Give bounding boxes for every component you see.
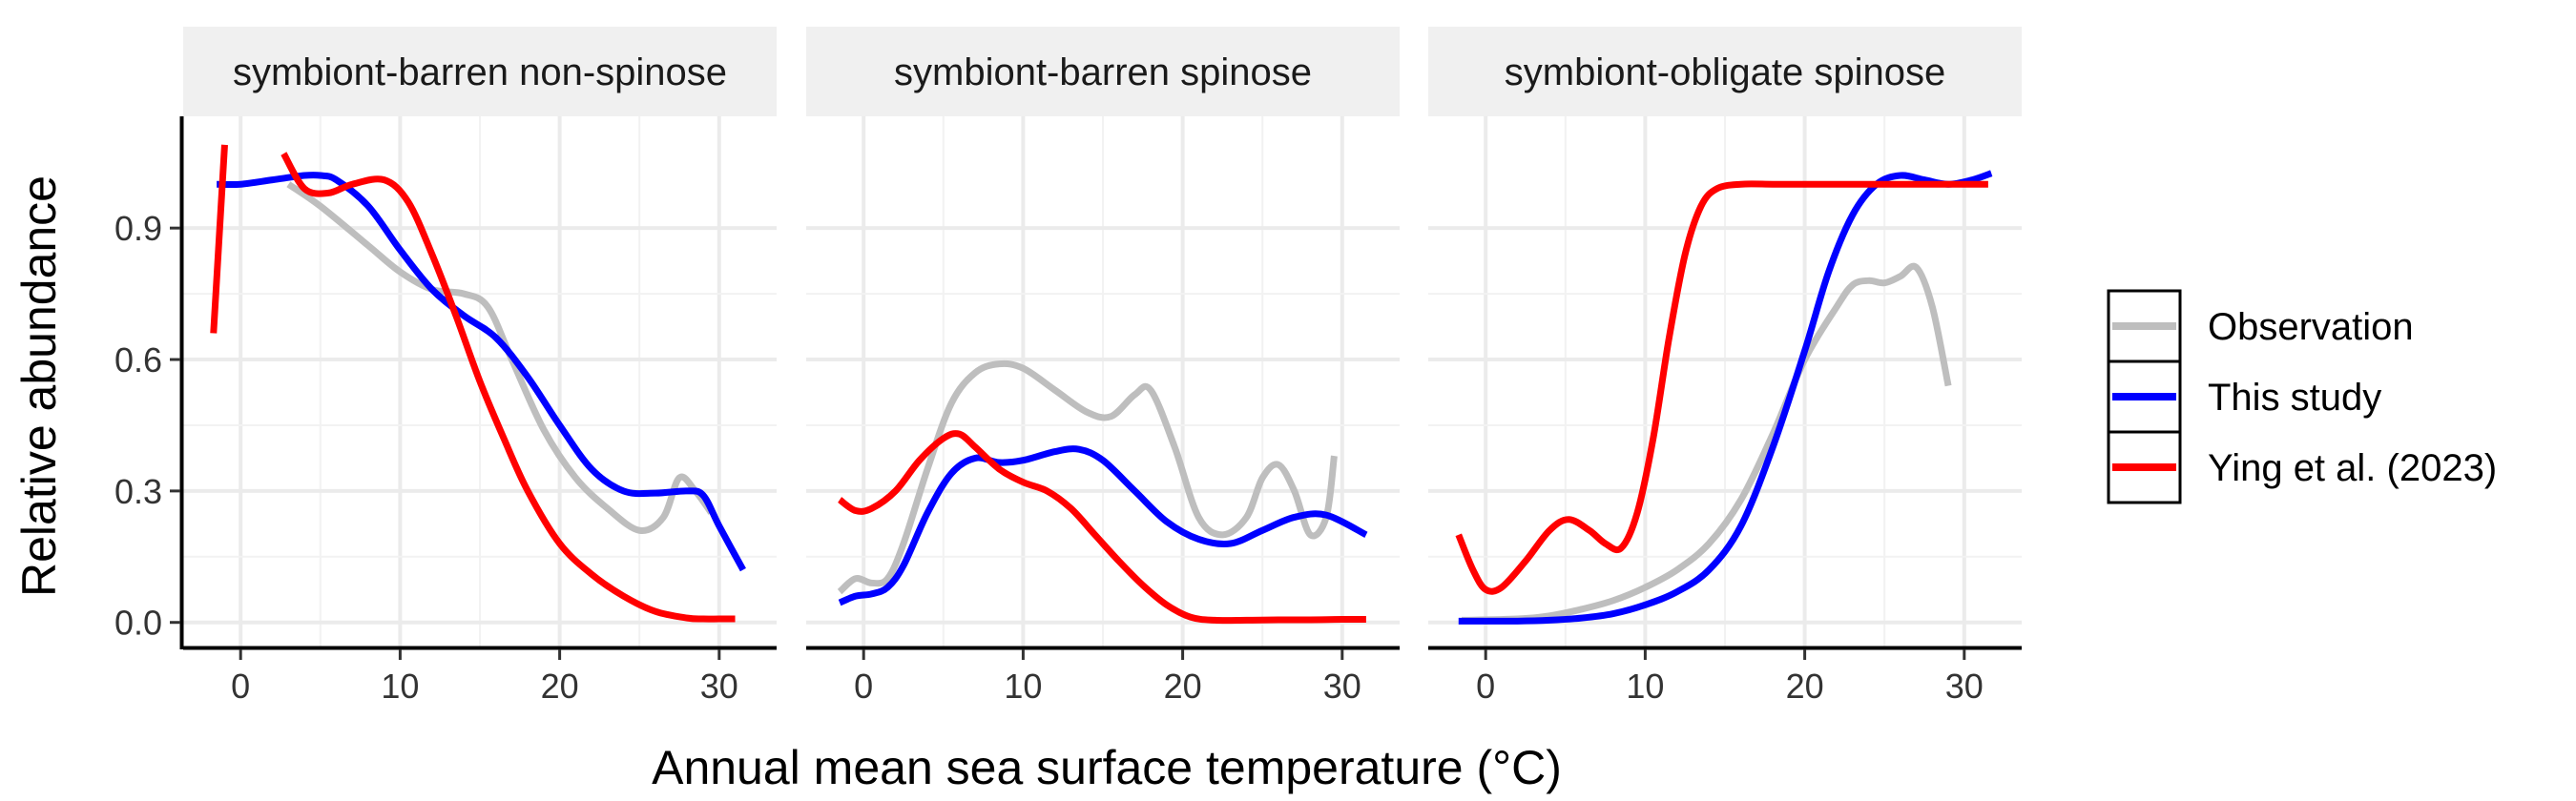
series-line-ying-et-al-2023 [210, 144, 228, 334]
x-tick-label: 10 [381, 667, 419, 706]
x-tick-label: 0 [854, 667, 873, 706]
x-tick-label: 20 [1786, 667, 1824, 706]
panel-strip [183, 27, 777, 116]
series-line-observation [1462, 262, 1952, 624]
series-line-ying-et-al-2023 [838, 430, 1366, 625]
panel-strip [1428, 27, 2022, 116]
panel-title: symbiont-barren spinose [894, 51, 1312, 93]
x-axis-title: Annual mean sea surface temperature (°C) [652, 741, 1562, 794]
panel-title: symbiont-obligate spinose [1505, 51, 1945, 93]
x-tick-label: 30 [1323, 667, 1361, 706]
panel-title: symbiont-barren non-spinose [233, 51, 727, 93]
panel-3: symbiont-obligate spinose 0 10 20 30 [1428, 27, 2022, 706]
legend-label-ying: Ying et al. (2023) [2208, 447, 2497, 489]
y-tick-label: 0.6 [114, 340, 162, 380]
x-tick-label: 0 [231, 667, 250, 706]
y-tick-label: 0.3 [114, 472, 162, 511]
panel-1: symbiont-barren non-spinose 0 10 20 30 0.0 0.3… [114, 27, 777, 706]
panel-strip [806, 27, 1400, 116]
series-line-observation [837, 359, 1338, 595]
series-line-this-study [838, 445, 1368, 606]
x-tick-label: 10 [1004, 667, 1042, 706]
y-tick-label: 0.0 [114, 604, 162, 643]
legend-label-this-study: This study [2208, 377, 2381, 419]
x-tick-label: 20 [541, 667, 579, 706]
series-line-observation [286, 181, 715, 534]
panels-layer: symbiont-barren non-spinose 0 10 20 30 0.0 0.3… [114, 27, 2022, 706]
series-line-ying-et-al-2023 [280, 152, 736, 623]
legend: Observation This study Ying et al. (2023… [2107, 289, 2497, 504]
y-axis-title: Relative abundance [12, 175, 66, 597]
series-line-this-study [1458, 170, 1993, 625]
series-line-ying-et-al-2023 [1455, 180, 1988, 595]
series-line-this-study [217, 171, 746, 572]
panel-2: symbiont-barren spinose 0 10 20 30 [806, 27, 1400, 706]
x-tick-label: 10 [1626, 667, 1664, 706]
x-tick-label: 30 [1945, 667, 1984, 706]
legend-label-observation: Observation [2208, 306, 2414, 348]
y-tick-label: 0.9 [114, 209, 162, 248]
x-tick-label: 0 [1476, 667, 1495, 706]
x-tick-label: 20 [1164, 667, 1202, 706]
x-tick-label: 30 [700, 667, 738, 706]
